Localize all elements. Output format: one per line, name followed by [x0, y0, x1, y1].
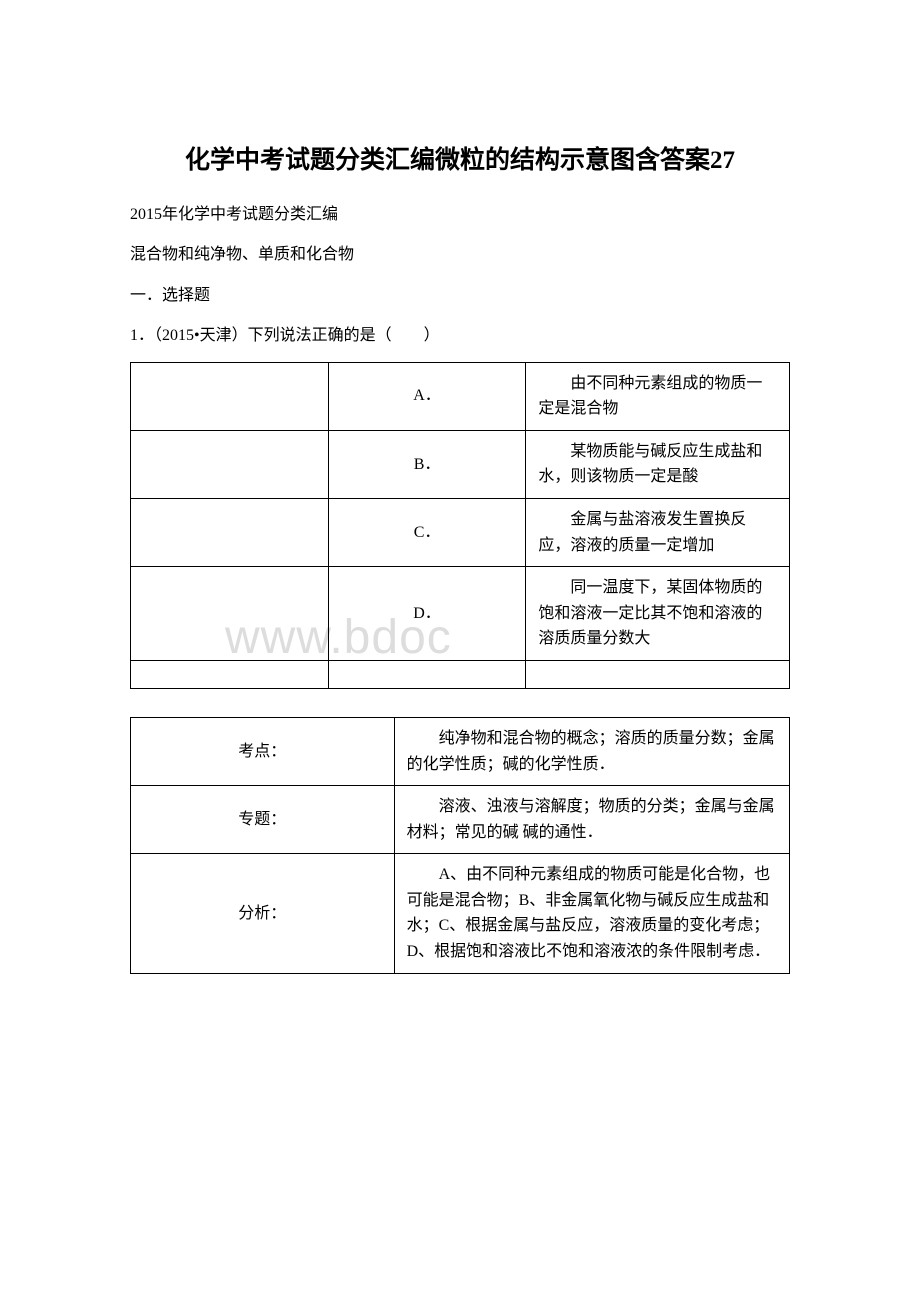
table-row: A． 由不同种元素组成的物质一定是混合物 [131, 362, 790, 430]
row-text: 纯净物和混合物的概念；溶质的质量分数；金属的化学性质；碱的化学性质． [394, 717, 789, 785]
empty-cell [131, 362, 329, 430]
row-text: A、由不同种元素组成的物质可能是化合物，也可能是混合物；B、非金属氧化物与碱反应… [394, 854, 789, 973]
option-text: 同一温度下，某固体物质的饱和溶液一定比其不饱和溶液的溶质质量分数大 [526, 567, 790, 661]
page-title: 化学中考试题分类汇编微粒的结构示意图含答案27 [130, 140, 790, 176]
option-text: 某物质能与碱反应生成盐和水，则该物质一定是酸 [526, 430, 790, 498]
subtitle-line-1: 2015年化学中考试题分类汇编 [130, 200, 790, 230]
empty-cell [131, 567, 329, 661]
empty-cell [131, 498, 329, 566]
question-stem: 1．（2015•天津）下列说法正确的是（ ） [130, 321, 790, 351]
option-letter: D． [328, 567, 526, 661]
row-text: 溶液、浊液与溶解度；物质的分类；金属与金属材料；常见的碱 碱的通性． [394, 786, 789, 854]
option-text: 由不同种元素组成的物质一定是混合物 [526, 362, 790, 430]
table-row: C． 金属与盐溶液发生置换反应，溶液的质量一定增加 [131, 498, 790, 566]
subtitle-line-2: 混合物和纯净物、单质和化合物 [130, 240, 790, 270]
table-row [131, 660, 790, 688]
empty-cell [328, 660, 526, 688]
empty-cell [526, 660, 790, 688]
table-row: 专题： 溶液、浊液与溶解度；物质的分类；金属与金属材料；常见的碱 碱的通性． [131, 786, 790, 854]
row-label: 分析： [131, 854, 395, 973]
row-label: 专题： [131, 786, 395, 854]
section-heading: 一．选择题 [130, 281, 790, 311]
option-letter: B． [328, 430, 526, 498]
options-table: A． 由不同种元素组成的物质一定是混合物 B． 某物质能与碱反应生成盐和水，则该… [130, 362, 790, 689]
empty-cell [131, 430, 329, 498]
table-row: 分析： A、由不同种元素组成的物质可能是化合物，也可能是混合物；B、非金属氧化物… [131, 854, 790, 973]
option-letter: A． [328, 362, 526, 430]
table-row: D． 同一温度下，某固体物质的饱和溶液一定比其不饱和溶液的溶质质量分数大 [131, 567, 790, 661]
row-label: 考点： [131, 717, 395, 785]
empty-cell [131, 660, 329, 688]
option-letter: C． [328, 498, 526, 566]
analysis-table: 考点： 纯净物和混合物的概念；溶质的质量分数；金属的化学性质；碱的化学性质． 专… [130, 717, 790, 974]
table-row: B． 某物质能与碱反应生成盐和水，则该物质一定是酸 [131, 430, 790, 498]
option-text: 金属与盐溶液发生置换反应，溶液的质量一定增加 [526, 498, 790, 566]
table-row: 考点： 纯净物和混合物的概念；溶质的质量分数；金属的化学性质；碱的化学性质． [131, 717, 790, 785]
document-content: 化学中考试题分类汇编微粒的结构示意图含答案27 2015年化学中考试题分类汇编 … [130, 140, 790, 974]
